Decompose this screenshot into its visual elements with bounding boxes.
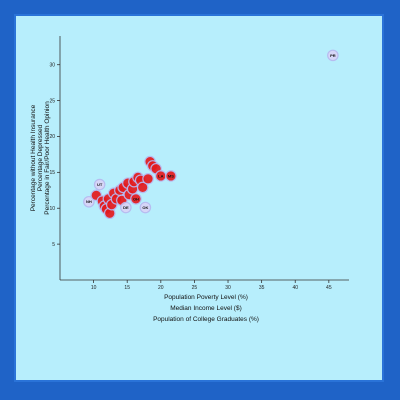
y-tick-label: 15 (49, 170, 55, 176)
data-point[interactable]: NH (83, 195, 95, 208)
x-axis-label-poverty[interactable]: Population Poverty Level (%) (164, 294, 248, 301)
y-tick-label: 25 (49, 98, 55, 104)
data-point-marker[interactable] (136, 181, 149, 194)
x-axis-label-income[interactable]: Median Income Level ($) (170, 305, 242, 312)
x-tick-label: 10 (91, 285, 97, 291)
y-tick-label: 5 (52, 242, 55, 248)
data-point[interactable]: LA (155, 170, 167, 182)
data-point[interactable]: UT (93, 178, 106, 191)
data-point[interactable] (142, 173, 154, 185)
data-point-label: OK (142, 205, 148, 210)
y-tick-label: 10 (49, 206, 55, 212)
data-point-label: DE (123, 205, 129, 210)
data-point-marker[interactable] (120, 201, 132, 214)
data-point-marker[interactable] (142, 173, 154, 185)
data-point-marker[interactable] (130, 193, 142, 205)
data-point-label: MS (168, 173, 174, 178)
data-point-marker[interactable] (93, 178, 106, 191)
chart-panel: 10 15 20 25 30 35 40 45 5 10 15 20 25 30 PR NH UT DE OH OK… (14, 14, 384, 382)
data-point[interactable]: MS (165, 170, 177, 182)
x-axis-labels[interactable]: Population Poverty Level (%) Median Inco… (153, 294, 259, 323)
y-tick-label: 20 (49, 134, 55, 140)
data-point-marker[interactable] (165, 170, 177, 182)
data-point[interactable]: OK (139, 201, 152, 214)
data-point[interactable] (136, 181, 149, 194)
data-point-label: NH (86, 199, 92, 204)
x-tick-label: 45 (326, 285, 332, 291)
x-tick-label: 35 (259, 285, 265, 291)
data-point-marker[interactable] (83, 195, 95, 208)
data-point[interactable]: OH (130, 193, 142, 205)
x-tick-label: 30 (225, 285, 231, 291)
y-axis-label-depressed[interactable]: Percentage Depressed (37, 124, 44, 191)
data-point-label: PR (330, 53, 336, 58)
data-point-marker[interactable] (327, 49, 339, 62)
x-tick-label: 15 (124, 285, 130, 291)
y-axis-label-fair-poor-health[interactable]: Percentage in Fair/Poor Health Opinion (44, 101, 51, 215)
data-point[interactable]: DE (120, 201, 132, 214)
ticks-layer: 10 15 20 25 30 35 40 45 5 10 15 20 25 30 (49, 62, 331, 291)
data-point-label: LA (158, 173, 163, 178)
data-point-label: OH (133, 196, 139, 201)
data-point[interactable]: PR (327, 49, 339, 62)
x-tick-label: 40 (292, 285, 298, 291)
x-tick-label: 25 (192, 285, 198, 291)
y-axis-label-health-insurance[interactable]: Percentage without Health Insurance (30, 104, 37, 211)
x-tick-label: 20 (158, 285, 164, 291)
data-point-label: UT (97, 182, 103, 187)
scatter-chart: 10 15 20 25 30 35 40 45 5 10 15 20 25 30 PR NH UT DE OHOK… (30, 36, 349, 323)
axes-layer (59, 36, 349, 281)
y-axis-labels[interactable]: Percentage without Health Insurance Perc… (30, 101, 51, 215)
x-axis-label-college[interactable]: Population of College Graduates (%) (153, 316, 259, 323)
data-point-marker[interactable] (139, 201, 152, 214)
y-tick-label: 30 (49, 62, 55, 68)
